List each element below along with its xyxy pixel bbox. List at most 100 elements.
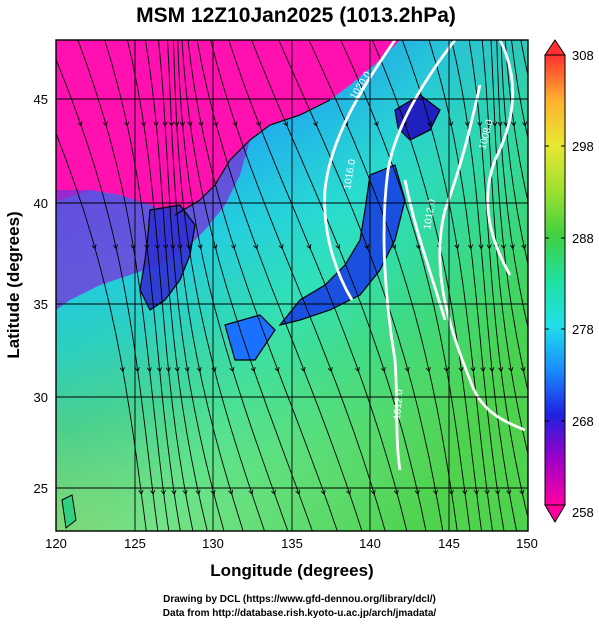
streamline-arrowhead (415, 244, 421, 250)
colorbar: 308 298 288 278 268 258 (544, 39, 594, 523)
x-tick-label: 145 (438, 536, 460, 551)
streamline-arrowhead (228, 489, 234, 496)
streamline-arrowhead (346, 489, 351, 496)
y-tick-label: 35 (34, 297, 48, 312)
streamline-arrowhead (312, 121, 318, 127)
streamline (210, 40, 386, 531)
y-tick-label: 25 (34, 481, 48, 496)
streamline-arrowhead (522, 121, 528, 127)
streamline-arrowhead (508, 367, 514, 373)
streamline-arrowhead (495, 489, 501, 496)
streamline-arrowhead (213, 121, 219, 127)
korea-peninsula (140, 205, 195, 310)
streamline-arrowhead (179, 121, 185, 127)
streamline (104, 40, 181, 531)
x-tick-label: 125 (124, 536, 146, 551)
streamline-arrowhead (278, 244, 284, 250)
streamline-arrowhead (498, 367, 504, 373)
streamline-arrowhead (478, 244, 484, 250)
streamline-arrowhead (306, 244, 312, 250)
streamline-arrowhead (210, 489, 216, 496)
streamline-arrowhead (433, 489, 439, 496)
streamline-arrowhead (404, 366, 410, 373)
streamline-arrowhead (506, 489, 512, 496)
wind-streamlines (50, 40, 599, 531)
streamline-arrowhead (497, 121, 503, 127)
streamline-arrowhead (373, 121, 379, 127)
streamline-arrowhead (380, 366, 386, 373)
streamline-arrowhead (425, 366, 431, 373)
cold-air-region (56, 40, 400, 215)
plot-frame (55, 39, 529, 532)
streamline-arrowhead (596, 490, 599, 495)
y-axis: 25 30 35 40 45 (34, 92, 48, 496)
streamline-arrowhead (458, 367, 464, 373)
streamline-arrowhead (484, 489, 490, 496)
streamline-arrowhead (174, 367, 180, 373)
streamline-arrowhead (253, 244, 259, 250)
lat-lon-grid (56, 40, 528, 531)
streamline-arrowhead (196, 366, 202, 373)
honshu (280, 165, 405, 325)
isobar-label-2: 1016.0 (342, 158, 358, 190)
streamline (504, 40, 528, 204)
streamline-arrowhead (198, 121, 204, 127)
isobar-1008 (486, 40, 515, 276)
colorbar-tick: 268 (572, 414, 594, 429)
streamline-arrowhead (91, 244, 97, 250)
isobars (323, 40, 526, 471)
streamline-arrowhead (271, 489, 276, 496)
streamline-arrowhead (519, 489, 525, 496)
streamline-arrowhead (140, 121, 146, 127)
streamline-arrowhead (335, 244, 341, 250)
streamline (576, 40, 599, 531)
streamline-arrowhead (230, 244, 236, 250)
streamline-arrowhead (462, 489, 468, 496)
streamline-arrowhead (295, 489, 301, 496)
streamline-arrowhead (573, 490, 577, 495)
streamline-arrowhead (146, 367, 152, 373)
plot-area: 1020.0 1016.0 1012.0 1008.0 1012.0 (50, 40, 599, 531)
streamline-arrowhead (50, 122, 54, 126)
streamline (196, 40, 363, 531)
x-axis: 120 125 130 135 140 145 150 (45, 536, 538, 551)
colorbar-tick: 298 (572, 139, 594, 154)
streamline-arrowhead (250, 366, 256, 373)
streamline-arrowhead (212, 244, 218, 250)
streamline (126, 40, 194, 531)
streamline-arrowhead (485, 121, 492, 127)
colorbar-tick: 278 (572, 322, 594, 337)
chart-title: MSM 12Z10Jan2025 (1013.2hPa) (136, 4, 456, 27)
coastlines (139, 94, 441, 361)
streamline-arrowhead (170, 244, 176, 250)
streamline-arrowhead (536, 367, 540, 371)
streamline-arrowhead (182, 489, 188, 496)
streamline (451, 40, 518, 531)
x-tick-label: 140 (359, 536, 381, 551)
streamline-arrowhead (177, 244, 183, 250)
streamline (172, 40, 265, 531)
x-tick-label: 150 (516, 536, 538, 551)
streamline-arrowhead (480, 367, 486, 373)
streamline (228, 40, 408, 531)
streamline-arrowhead (248, 489, 254, 496)
streamline-arrowhead (509, 244, 515, 250)
streamline (278, 40, 444, 531)
streamline-arrowhead (163, 244, 169, 250)
streamline (77, 40, 170, 531)
streamline (251, 40, 427, 531)
colorbar-tick: 288 (572, 231, 594, 246)
streamline-arrowhead (165, 367, 171, 373)
streamline-arrowhead (102, 121, 108, 127)
streamline-arrowhead (229, 366, 235, 373)
streamline (144, 40, 208, 531)
streamline-arrowhead (320, 489, 326, 496)
streamline-arrowhead (184, 367, 190, 373)
y-tick-label: 45 (34, 92, 48, 107)
streamline (468, 40, 528, 520)
colorbar-bottom-arrow (544, 504, 566, 523)
isobar-1012 (438, 84, 526, 432)
streamline (428, 40, 505, 531)
colorbar-tick: 258 (572, 505, 594, 520)
